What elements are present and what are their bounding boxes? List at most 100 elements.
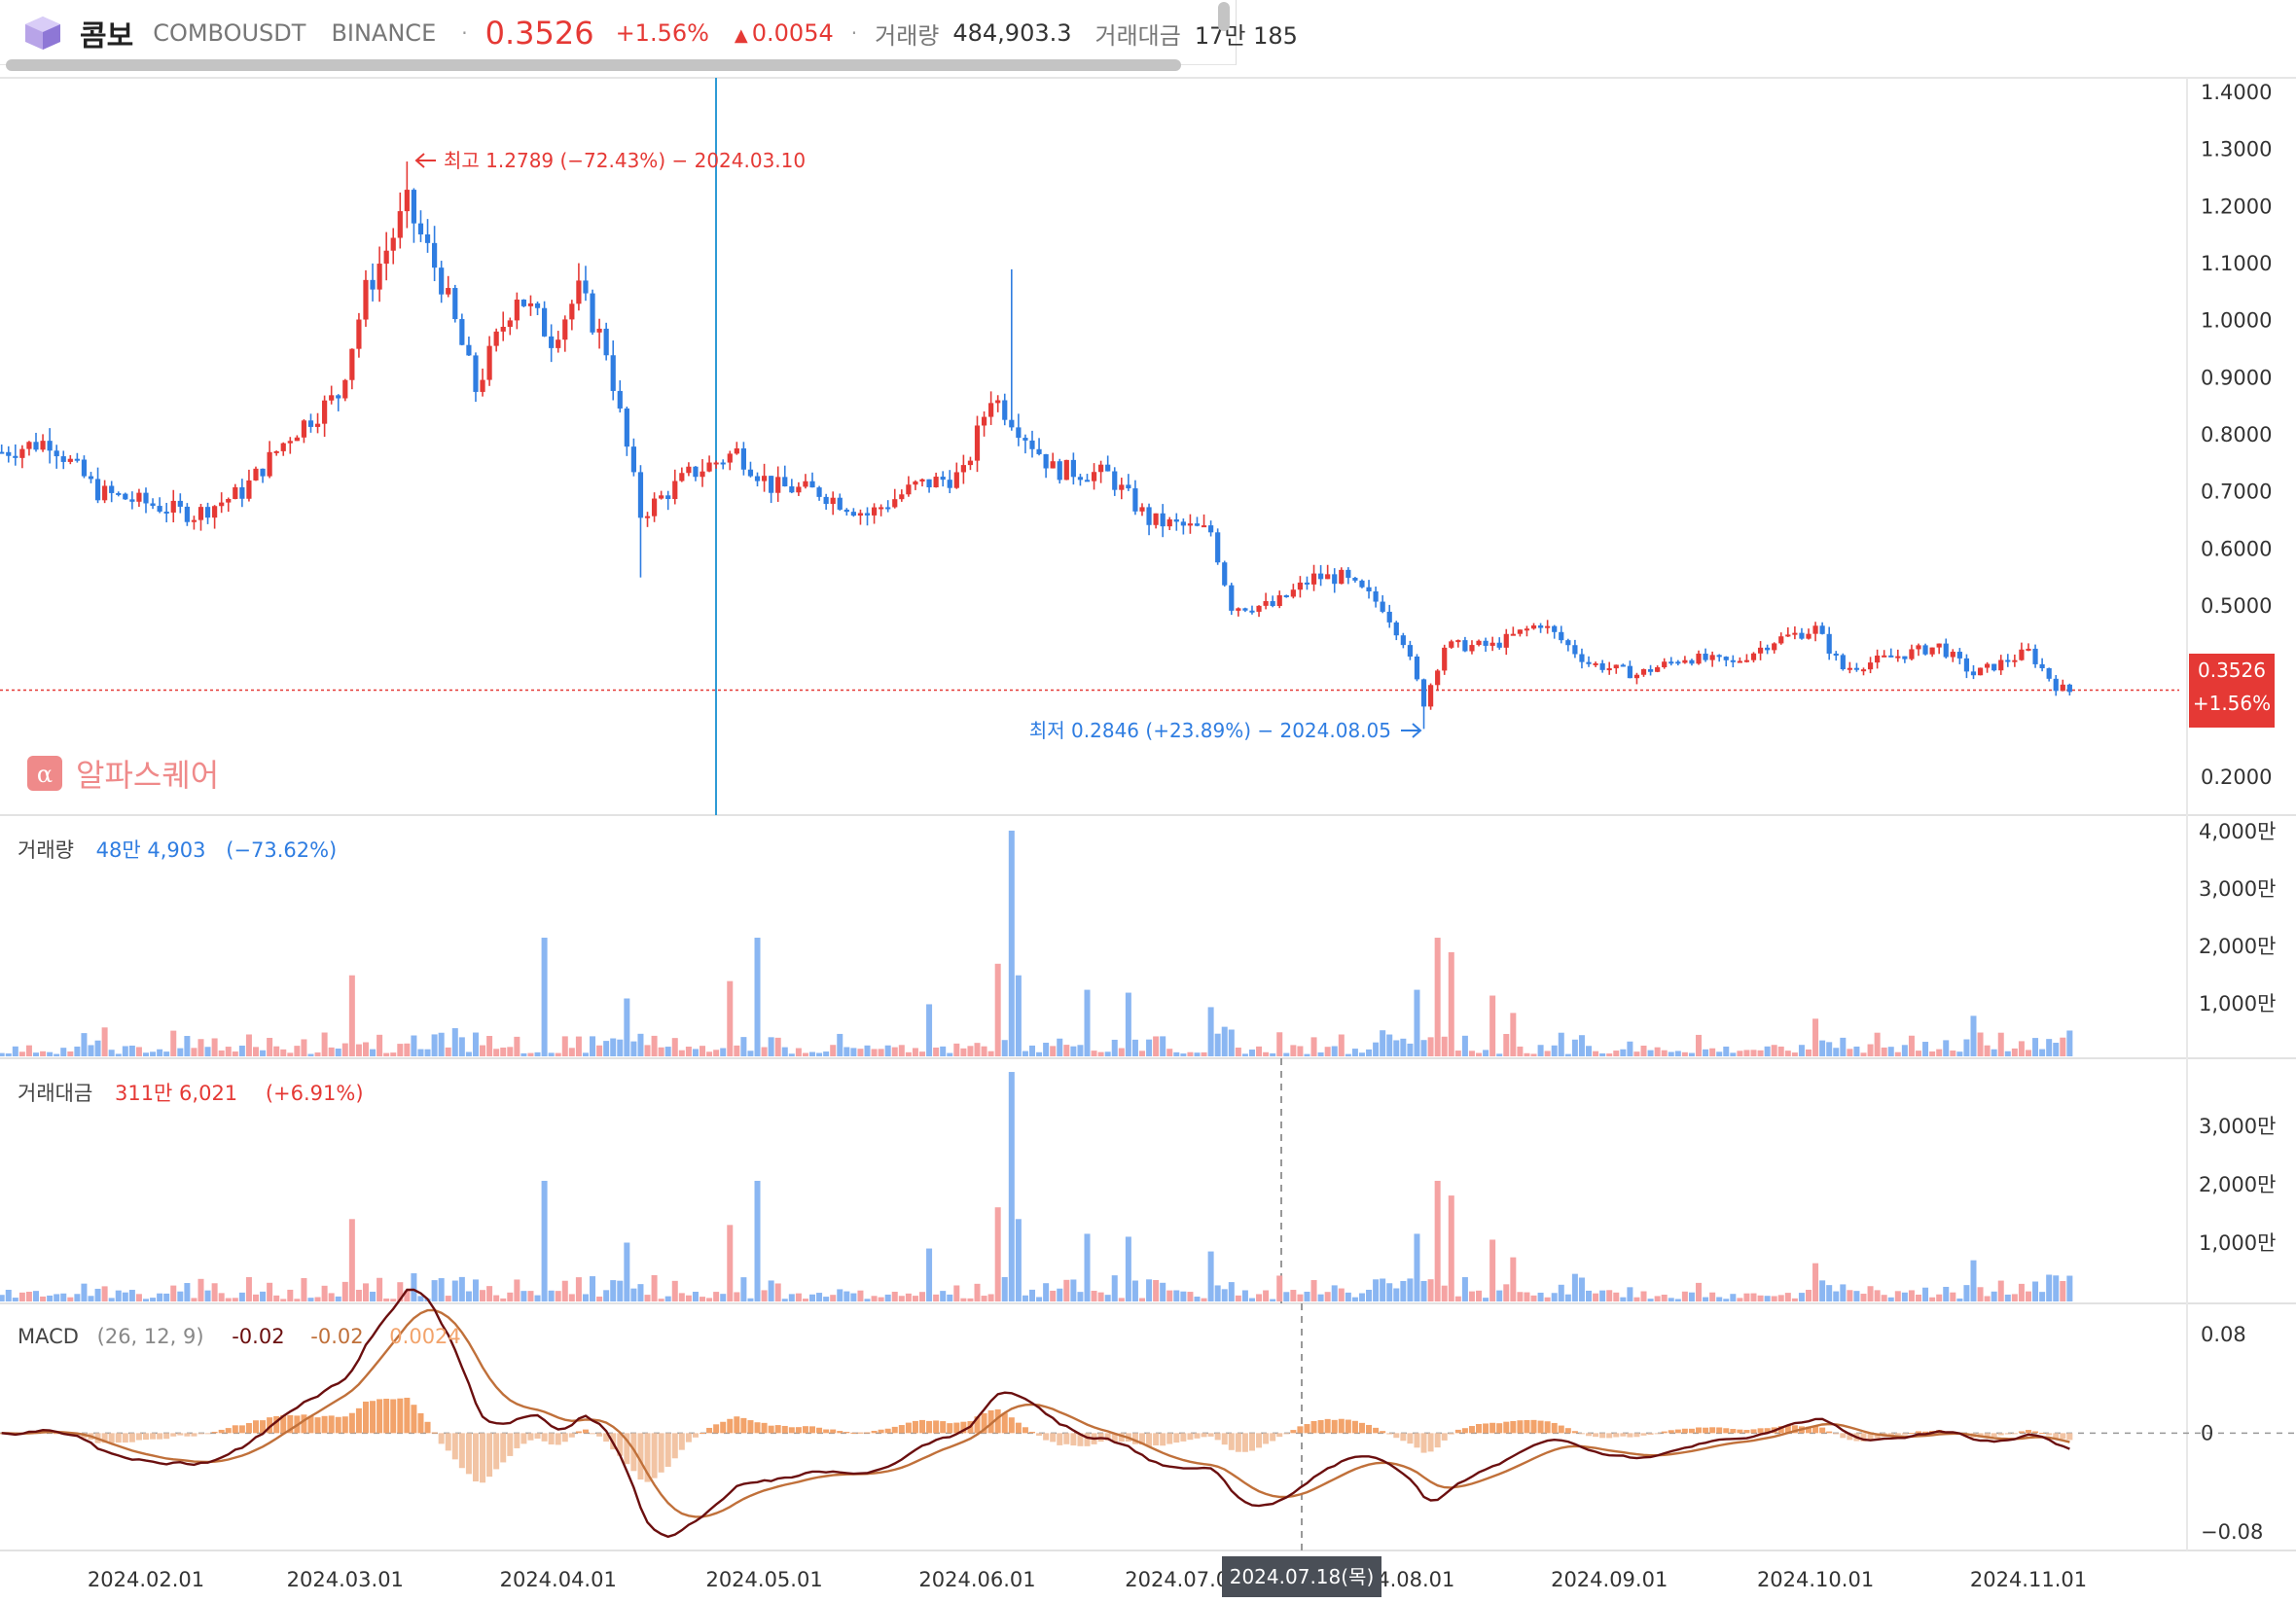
macd-histogram-bar	[1468, 1426, 1475, 1434]
amount-bar	[843, 1291, 850, 1301]
candle-body	[837, 497, 843, 510]
volume-bar	[2018, 1041, 2025, 1056]
candle-body	[2012, 659, 2018, 662]
amount-bar	[335, 1296, 341, 1301]
candle-body	[294, 437, 300, 442]
separator-dot: ·	[461, 21, 468, 45]
candle-body	[1950, 652, 1955, 658]
volume-bar	[1806, 1049, 1812, 1056]
candle-body	[1833, 653, 1839, 656]
amount-bar	[706, 1298, 713, 1301]
volume-bar	[1070, 1046, 1077, 1056]
macd-histogram-bar	[1263, 1433, 1270, 1444]
macd-histogram-bar	[700, 1433, 706, 1435]
macd-histogram-bar	[1324, 1418, 1331, 1434]
macd-histogram-bar	[837, 1431, 843, 1434]
volume-bar	[458, 1037, 465, 1056]
candle-body	[1888, 655, 1894, 658]
volume-bar	[54, 1053, 60, 1056]
price-tick-label: 0.9000	[2201, 366, 2272, 389]
amount-bar	[1640, 1291, 1647, 1301]
volume-bar	[101, 1027, 108, 1056]
candle-body	[439, 267, 445, 295]
volume-bar	[1228, 1029, 1235, 1056]
macd-histogram-bar	[1070, 1433, 1077, 1446]
candle-body	[933, 477, 939, 487]
candle-body	[1009, 419, 1015, 428]
candle-body	[109, 485, 115, 493]
volume-bar	[658, 1047, 664, 1056]
macd-histogram-bar	[734, 1416, 740, 1434]
volume-bar	[1661, 1050, 1668, 1056]
amount-bar	[795, 1293, 802, 1301]
amount-bar	[18, 1292, 25, 1301]
macd-histogram-bar	[1757, 1428, 1764, 1434]
amount-bar	[1256, 1294, 1263, 1301]
amount-bar	[1125, 1236, 1131, 1301]
macd-histogram-bar	[1826, 1431, 1833, 1434]
amount-bar	[974, 1283, 981, 1301]
svg-text:α: α	[37, 761, 53, 788]
volume-bar	[1963, 1039, 1970, 1056]
amount-bar	[720, 1294, 727, 1301]
volume-bar	[541, 938, 548, 1056]
amount-bar	[1887, 1297, 1894, 1301]
amount-bar	[1468, 1291, 1475, 1301]
candle-body	[761, 476, 768, 481]
candle-body	[1675, 661, 1681, 664]
candle-body	[2019, 649, 2025, 660]
macd-histogram-bar	[960, 1421, 967, 1434]
volume-bar	[170, 1030, 177, 1056]
amount-bar	[1160, 1282, 1166, 1301]
volume-bar	[816, 1052, 823, 1056]
candle-body	[33, 442, 39, 450]
candle-body	[1936, 643, 1942, 648]
volume-bar	[245, 1034, 252, 1056]
macd-histogram-bar	[1448, 1433, 1454, 1435]
candle-body	[1449, 641, 1454, 648]
macd-histogram-bar	[1345, 1419, 1351, 1434]
amount-bar	[541, 1180, 548, 1301]
macd-histogram-bar	[1647, 1433, 1654, 1436]
volume-bar	[314, 1052, 321, 1056]
amount-bar	[891, 1292, 898, 1301]
macd-histogram-bar	[1510, 1420, 1517, 1434]
candle-body	[1077, 477, 1084, 481]
vertical-scrollbar[interactable]	[1218, 2, 1230, 31]
amount-bar	[341, 1281, 348, 1301]
candle-body	[94, 479, 101, 501]
candle-body	[143, 492, 149, 504]
macd-histogram-bar	[321, 1415, 328, 1434]
volume-bar	[225, 1047, 232, 1056]
volume-bar	[727, 980, 734, 1056]
macd-histogram-bar	[857, 1432, 864, 1434]
amount-bar	[1806, 1290, 1812, 1301]
amount-bar	[294, 1299, 301, 1301]
macd-histogram-bar	[1373, 1427, 1380, 1434]
horizontal-scrollbar[interactable]	[6, 59, 1181, 71]
amount-bar	[1393, 1288, 1400, 1301]
candle-body	[1380, 601, 1385, 612]
candle-body	[1840, 655, 1846, 670]
macd-histogram-bar	[1571, 1431, 1578, 1434]
volume-bar	[1386, 1034, 1393, 1056]
amount-bar	[157, 1293, 163, 1301]
macd-histogram-bar	[1351, 1420, 1358, 1434]
volume-bar	[774, 1037, 781, 1056]
amount-bar	[191, 1298, 197, 1301]
volume-bar	[1290, 1045, 1297, 1056]
macd-histogram-bar	[1874, 1433, 1881, 1439]
macd-histogram-bar	[163, 1433, 170, 1440]
candle-body	[1772, 643, 1777, 651]
macd-line	[1, 1288, 2070, 1539]
amount-bar	[1441, 1285, 1448, 1301]
macd-histogram-bar	[2053, 1433, 2060, 1439]
volume-bar	[1737, 1051, 1743, 1056]
volume-bar	[1915, 1051, 1921, 1056]
volume-bar	[768, 1037, 774, 1056]
amount-bar	[1908, 1290, 1915, 1301]
amount-bar	[362, 1283, 369, 1301]
candle-body	[260, 468, 266, 477]
amount-bar	[328, 1293, 335, 1301]
